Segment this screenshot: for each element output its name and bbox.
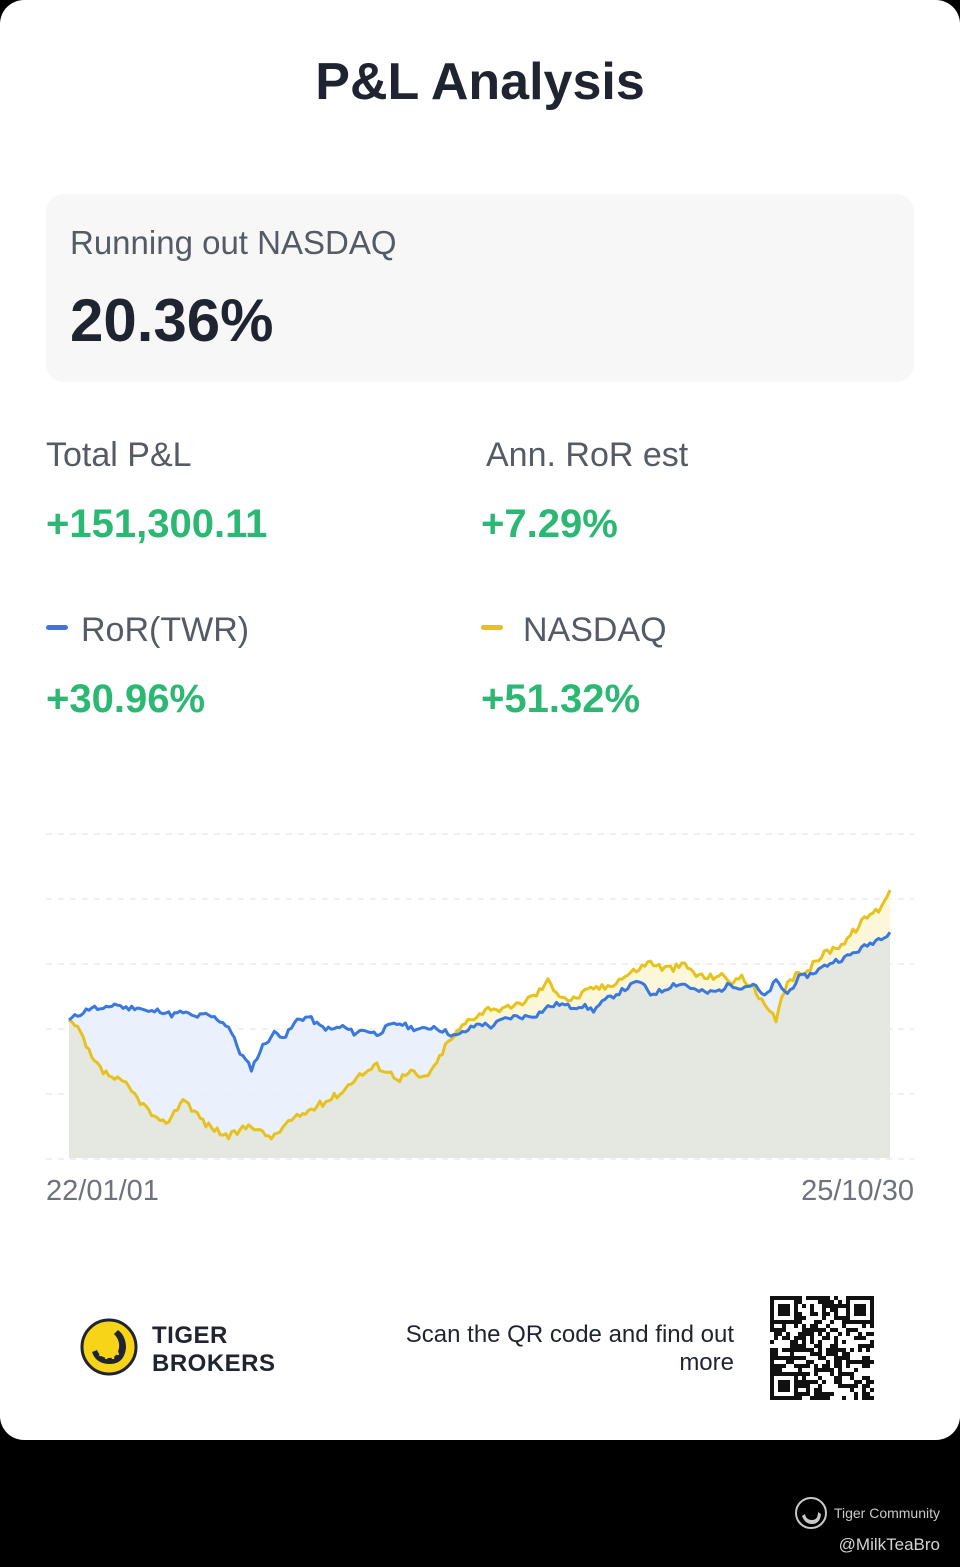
nasdaq-label: NASDAQ [523,611,667,649]
ror-legend-swatch [46,625,68,630]
nasdaq-value: +51.32% [481,677,641,721]
nasdaq-legend-swatch [481,625,503,630]
x-end-label: 25/10/30 [801,1175,914,1207]
total-pl-value: +151,300.11 [46,502,268,546]
page-title: P&L Analysis [315,53,645,111]
tiger-community-watermark: Tiger Community [794,1496,940,1530]
x-start-label: 22/01/01 [46,1175,159,1207]
scan-qr-text: Scan the QR code and find out more [405,1321,734,1376]
pl-chart [46,833,914,1160]
user-handle: @MilkTeaBro [838,1535,940,1554]
chart-base-area [69,932,890,1158]
summary-label: Running out NASDAQ [70,224,397,261]
summary-value: 20.36% [70,287,274,354]
brand-line2: BROKERS [152,1350,276,1377]
summary-box: Running out NASDAQ 20.36% [46,194,914,382]
tiger-community-logo-icon [794,1497,827,1529]
ror-series-line [68,931,892,1073]
tiger-brokers-logo-icon [80,1318,138,1376]
brand-name: TIGER BROKERS [152,1322,276,1378]
pl-analysis-card: P&L Analysis Running out NASDAQ 20.36% T… [0,0,960,1440]
ann-ror-value: +7.29% [481,502,618,546]
ror-twr-value: +30.96% [46,677,206,721]
total-pl-label: Total P&L [46,436,192,474]
ror-twr-label: RoR(TWR) [81,611,250,649]
qr-code-icon[interactable] [768,1296,876,1400]
brand-line1: TIGER [152,1322,228,1349]
community-name: Tiger Community [833,1505,940,1521]
ann-ror-label: Ann. RoR est [486,436,689,474]
chart-nasdaq-lead-band [69,890,890,1072]
